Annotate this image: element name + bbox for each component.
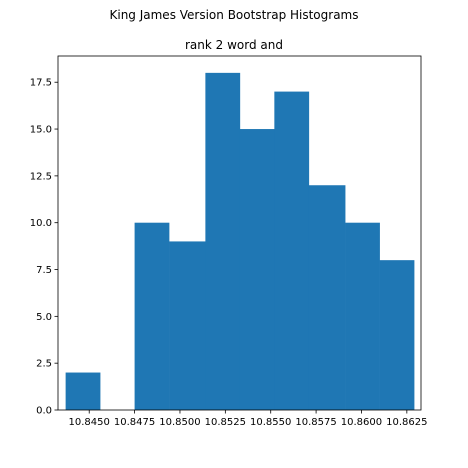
y-tick-label: 17.5 xyxy=(30,78,52,89)
histogram-bar-7 xyxy=(308,185,346,410)
y-tick-label: 5.0 xyxy=(36,312,52,323)
y-tick-label: 0.0 xyxy=(36,406,52,417)
histogram-bar-5 xyxy=(239,129,275,411)
histogram-bar-0 xyxy=(65,372,101,410)
y-tick-label: 7.5 xyxy=(36,265,52,276)
bars-group xyxy=(65,72,415,411)
histogram-bar-6 xyxy=(274,91,310,410)
y-tick-label: 12.5 xyxy=(30,171,52,182)
histogram-bar-3 xyxy=(169,241,206,410)
histogram-bar-8 xyxy=(345,222,380,410)
y-tick-label: 2.5 xyxy=(36,359,52,370)
x-tick-label: 10.8575 xyxy=(295,417,336,428)
x-tick-label: 10.8525 xyxy=(205,417,246,428)
x-tick-label: 10.8500 xyxy=(159,417,200,428)
histogram-bar-4 xyxy=(205,72,241,410)
chart-suptitle: King James Version Bootstrap Histograms xyxy=(109,8,359,22)
y-tick-label: 10.0 xyxy=(30,218,52,229)
x-tick-label: 10.8600 xyxy=(341,417,382,428)
axes-group: 10.8450 10.8475 10.8500 10.8525 10.8550 10.85… xyxy=(30,55,428,428)
x-tick-label: 10.8550 xyxy=(250,417,291,428)
chart-title: rank 2 word and xyxy=(185,38,283,52)
x-tick-label: 10.8475 xyxy=(114,417,155,428)
histogram-bar-2 xyxy=(134,222,170,410)
y-tick-label: 15.0 xyxy=(30,125,52,136)
x-tick-label: 10.8450 xyxy=(69,417,110,428)
histogram-bar-9 xyxy=(379,260,415,410)
plot-frame xyxy=(57,55,422,411)
x-tick-label: 10.8625 xyxy=(386,417,427,428)
